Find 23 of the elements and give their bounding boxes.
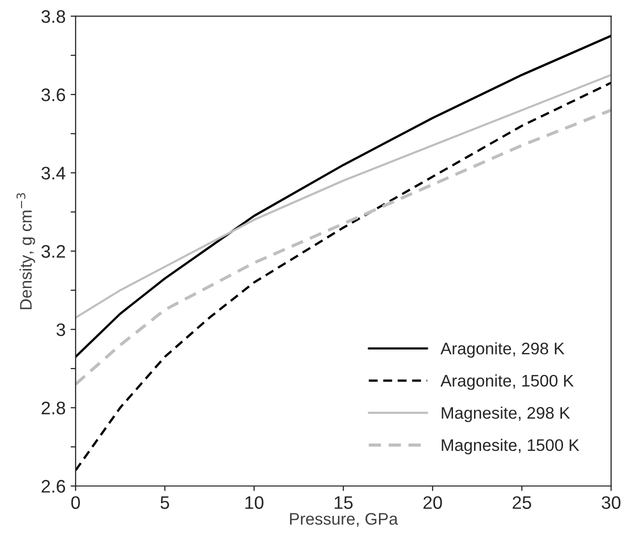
y-tick-label: 3 [56, 323, 66, 336]
x-tick-label: 5 [160, 496, 170, 509]
line-series [76, 34, 612, 358]
x-tick-label: 20 [423, 496, 442, 509]
line-series [76, 74, 612, 319]
y-tick-label: 2.6 [42, 480, 66, 493]
x-tick-label: 10 [245, 496, 264, 509]
y-tick-label: 3.8 [41, 10, 66, 23]
y-tick-label: 3.2 [41, 245, 65, 258]
x-tick-label: 25 [512, 496, 532, 509]
legend-label: Aragonite, 1500 K [440, 374, 574, 390]
x-tick-label: 30 [602, 496, 620, 509]
y-tick-label: 3.6 [41, 88, 66, 102]
y-tick-label: 3.4 [41, 166, 66, 180]
x-tick-label: 15 [334, 496, 353, 509]
legend-label: Aragonite, 298 K [440, 342, 564, 358]
legend-label: Magnesite, 1500 K [442, 438, 580, 454]
x-tick-label: 0 [71, 496, 80, 509]
x-axis-title: Pressure, GPa [290, 512, 398, 527]
line-series [76, 82, 612, 472]
y-tick-label: 2.8 [42, 402, 66, 414]
y-axis-title: Density, g cm$^{−3}$ [16, 193, 36, 310]
legend-label: Magnesite, 298 K [442, 406, 570, 422]
